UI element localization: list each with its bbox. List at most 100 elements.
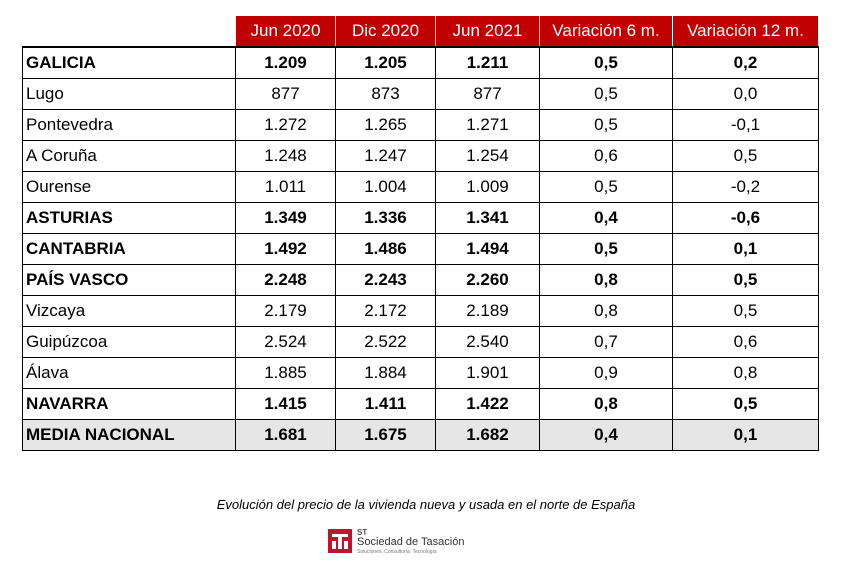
- header-jun-2020: Jun 2020: [235, 16, 336, 47]
- value-cell: 877: [235, 78, 336, 110]
- region-name-cell: ASTURIAS: [22, 202, 236, 234]
- value-cell: 0,0: [672, 78, 819, 110]
- region-name-cell: A Coruña: [22, 140, 236, 172]
- logo-abbr: ST: [357, 528, 368, 537]
- table-row: A Coruña 1.248 1.247 1.254 0,6 0,5: [22, 140, 819, 172]
- value-cell: -0,6: [672, 202, 819, 234]
- region-name-cell: Lugo: [22, 78, 236, 110]
- value-cell: 1.492: [235, 233, 336, 265]
- header-dic-2020: Dic 2020: [335, 16, 436, 47]
- value-cell: 1.205: [335, 46, 436, 79]
- value-cell: 0,5: [672, 388, 819, 420]
- value-cell: 1.211: [435, 46, 540, 79]
- logo-tagline: Soluciones. Consultoría. Tecnología: [357, 549, 437, 555]
- value-cell: 2.260: [435, 264, 540, 296]
- value-cell: 1.336: [335, 202, 436, 234]
- table-row: CANTABRIA 1.492 1.486 1.494 0,5 0,1: [22, 233, 819, 265]
- value-cell: 1.271: [435, 109, 540, 141]
- table-row: Lugo 877 873 877 0,5 0,0: [22, 78, 819, 110]
- region-name-cell: NAVARRA: [22, 388, 236, 420]
- value-cell: 0,7: [539, 326, 673, 358]
- table-row: Ourense 1.011 1.004 1.009 0,5 -0,2: [22, 171, 819, 203]
- value-cell: 0,9: [539, 357, 673, 389]
- region-name-cell: Vizcaya: [22, 295, 236, 327]
- value-cell: 1.415: [235, 388, 336, 420]
- value-cell: 2.524: [235, 326, 336, 358]
- header-variacion-12m: Variación 12 m.: [672, 16, 819, 47]
- value-cell: 1.265: [335, 109, 436, 141]
- table-row: Pontevedra 1.272 1.265 1.271 0,5 -0,1: [22, 109, 819, 141]
- value-cell: 0,4: [539, 419, 673, 451]
- value-cell: 0,5: [539, 109, 673, 141]
- region-name-cell: MEDIA NACIONAL: [22, 419, 236, 451]
- table-row: ASTURIAS 1.349 1.336 1.341 0,4 -0,6: [22, 202, 819, 234]
- value-cell: 0,5: [672, 295, 819, 327]
- value-cell: 2.540: [435, 326, 540, 358]
- region-name-cell: Ourense: [22, 171, 236, 203]
- value-cell: 1.494: [435, 233, 540, 265]
- table-row: PAÍS VASCO 2.248 2.243 2.260 0,8 0,5: [22, 264, 819, 296]
- logo-mark-icon: [328, 529, 352, 553]
- header-jun-2021: Jun 2021: [435, 16, 540, 47]
- header-cell-empty: [22, 16, 236, 47]
- table-header-row: Jun 2020 Dic 2020 Jun 2021 Variación 6 m…: [22, 16, 819, 47]
- value-cell: 0,5: [539, 233, 673, 265]
- value-cell: 1.885: [235, 357, 336, 389]
- value-cell: 1.011: [235, 171, 336, 203]
- value-cell: 1.248: [235, 140, 336, 172]
- value-cell: 1.901: [435, 357, 540, 389]
- value-cell: 1.411: [335, 388, 436, 420]
- table-caption: Evolución del precio de la vivienda nuev…: [216, 497, 636, 512]
- region-name-cell: Pontevedra: [22, 109, 236, 141]
- value-cell: 0,5: [539, 78, 673, 110]
- value-cell: 1.681: [235, 419, 336, 451]
- value-cell: 1.247: [335, 140, 436, 172]
- table-row: GALICIA 1.209 1.205 1.211 0,5 0,2: [22, 46, 819, 79]
- value-cell: 0,1: [672, 419, 819, 451]
- value-cell: 0,2: [672, 46, 819, 79]
- value-cell: 0,1: [672, 233, 819, 265]
- value-cell: 1.009: [435, 171, 540, 203]
- value-cell: 2.248: [235, 264, 336, 296]
- table-row: Vizcaya 2.179 2.172 2.189 0,8 0,5: [22, 295, 819, 327]
- value-cell: 1.486: [335, 233, 436, 265]
- logo-name: Sociedad de Tasación: [357, 536, 465, 548]
- table-row: Álava 1.885 1.884 1.901 0,9 0,8: [22, 357, 819, 389]
- price-table: Jun 2020 Dic 2020 Jun 2021 Variación 6 m…: [22, 16, 819, 451]
- value-cell: 1.422: [435, 388, 540, 420]
- value-cell: 1.884: [335, 357, 436, 389]
- value-cell: 0,5: [672, 264, 819, 296]
- value-cell: 1.341: [435, 202, 540, 234]
- value-cell: 2.522: [335, 326, 436, 358]
- value-cell: -0,1: [672, 109, 819, 141]
- table-row: Guipúzcoa 2.524 2.522 2.540 0,7 0,6: [22, 326, 819, 358]
- value-cell: 0,8: [672, 357, 819, 389]
- value-cell: -0,2: [672, 171, 819, 203]
- value-cell: 0,8: [539, 264, 673, 296]
- value-cell: 2.172: [335, 295, 436, 327]
- value-cell: 0,8: [539, 388, 673, 420]
- value-cell: 1.675: [335, 419, 436, 451]
- value-cell: 0,5: [539, 171, 673, 203]
- price-table-container: Jun 2020 Dic 2020 Jun 2021 Variación 6 m…: [22, 16, 819, 451]
- value-cell: 873: [335, 78, 436, 110]
- value-cell: 1.349: [235, 202, 336, 234]
- value-cell: 1.209: [235, 46, 336, 79]
- value-cell: 1.272: [235, 109, 336, 141]
- region-name-cell: CANTABRIA: [22, 233, 236, 265]
- header-variacion-6m: Variación 6 m.: [539, 16, 673, 47]
- value-cell: 0,8: [539, 295, 673, 327]
- value-cell: 2.189: [435, 295, 540, 327]
- region-name-cell: GALICIA: [22, 46, 236, 79]
- value-cell: 2.179: [235, 295, 336, 327]
- region-name-cell: Álava: [22, 357, 236, 389]
- value-cell: 1.004: [335, 171, 436, 203]
- table-row: NAVARRA 1.415 1.411 1.422 0,8 0,5: [22, 388, 819, 420]
- value-cell: 0,5: [539, 46, 673, 79]
- value-cell: 1.254: [435, 140, 540, 172]
- region-name-cell: Guipúzcoa: [22, 326, 236, 358]
- table-row: MEDIA NACIONAL 1.681 1.675 1.682 0,4 0,1: [22, 419, 819, 451]
- value-cell: 877: [435, 78, 540, 110]
- table-body: GALICIA 1.209 1.205 1.211 0,5 0,2 Lugo 877 873 87…: [22, 46, 819, 451]
- value-cell: 0,5: [672, 140, 819, 172]
